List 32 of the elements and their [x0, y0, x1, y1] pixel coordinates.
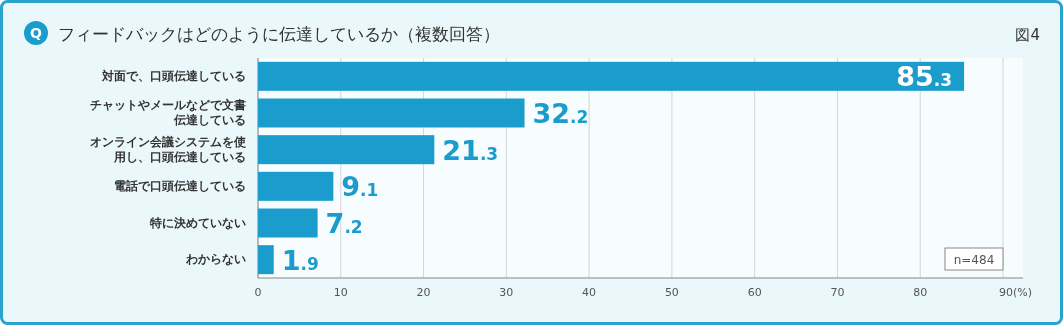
data-label: 21.3	[442, 134, 499, 166]
bar	[258, 98, 525, 128]
x-tick-label: 90(%)	[999, 286, 1033, 299]
bar	[258, 208, 318, 238]
x-tick-label: 70	[830, 286, 845, 299]
x-tick-label: 20	[416, 286, 431, 299]
y-tick-label: チャットやメールなどで文書伝達している	[89, 97, 246, 129]
x-tick-label: 0	[254, 286, 262, 299]
bar	[258, 61, 965, 91]
x-tick-label: 30	[499, 286, 514, 299]
bar	[258, 135, 435, 165]
bar	[258, 245, 274, 275]
data-label: 9.1	[341, 171, 379, 203]
y-tick-label: わからない	[185, 251, 246, 269]
chart-title: フィードバックはどのように伝達しているか（複数回答）	[58, 24, 500, 44]
y-tick-label: 電話で口頭伝達している	[113, 177, 246, 195]
y-tick-label: 対面で、口頭伝達している	[101, 67, 246, 85]
x-tick-label: 40	[582, 286, 597, 299]
data-label: 32.2	[532, 98, 589, 129]
x-tick-label: 50	[664, 286, 679, 299]
data-label: 85.3	[896, 61, 953, 93]
caption: 図4	[1015, 26, 1040, 44]
annotation: n=484	[953, 253, 995, 267]
text: Q	[30, 25, 43, 41]
x-tick-label: 10	[333, 286, 348, 299]
x-tick-label: 60	[747, 286, 762, 299]
y-tick-label: オンライン会議システムを使用し、口頭伝達している	[89, 133, 246, 166]
x-tick-label: 80	[913, 286, 928, 299]
data-label: 7.2	[325, 208, 363, 239]
bar	[258, 171, 334, 201]
y-tick-label: 特に決めていない	[149, 214, 246, 232]
data-label: 1.9	[281, 244, 319, 276]
